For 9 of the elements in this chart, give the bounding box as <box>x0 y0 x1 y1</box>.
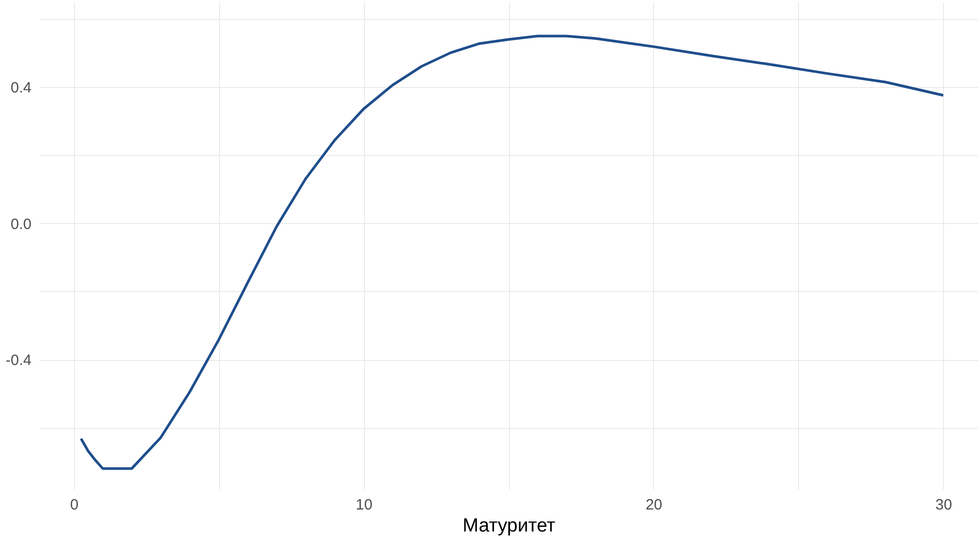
line-series <box>80 34 945 470</box>
x-axis-title: Матуритет <box>462 516 556 536</box>
x-tick-label: 20 <box>646 496 662 514</box>
x-tick-label: 30 <box>935 496 952 514</box>
x-tick-label: 10 <box>356 496 372 514</box>
y-tick-label: 0.4 <box>10 80 32 97</box>
y-tick-label: 0.0 <box>10 216 32 233</box>
y-tick-label: -0.4 <box>6 352 32 370</box>
x-tick-label: 0 <box>70 496 78 514</box>
